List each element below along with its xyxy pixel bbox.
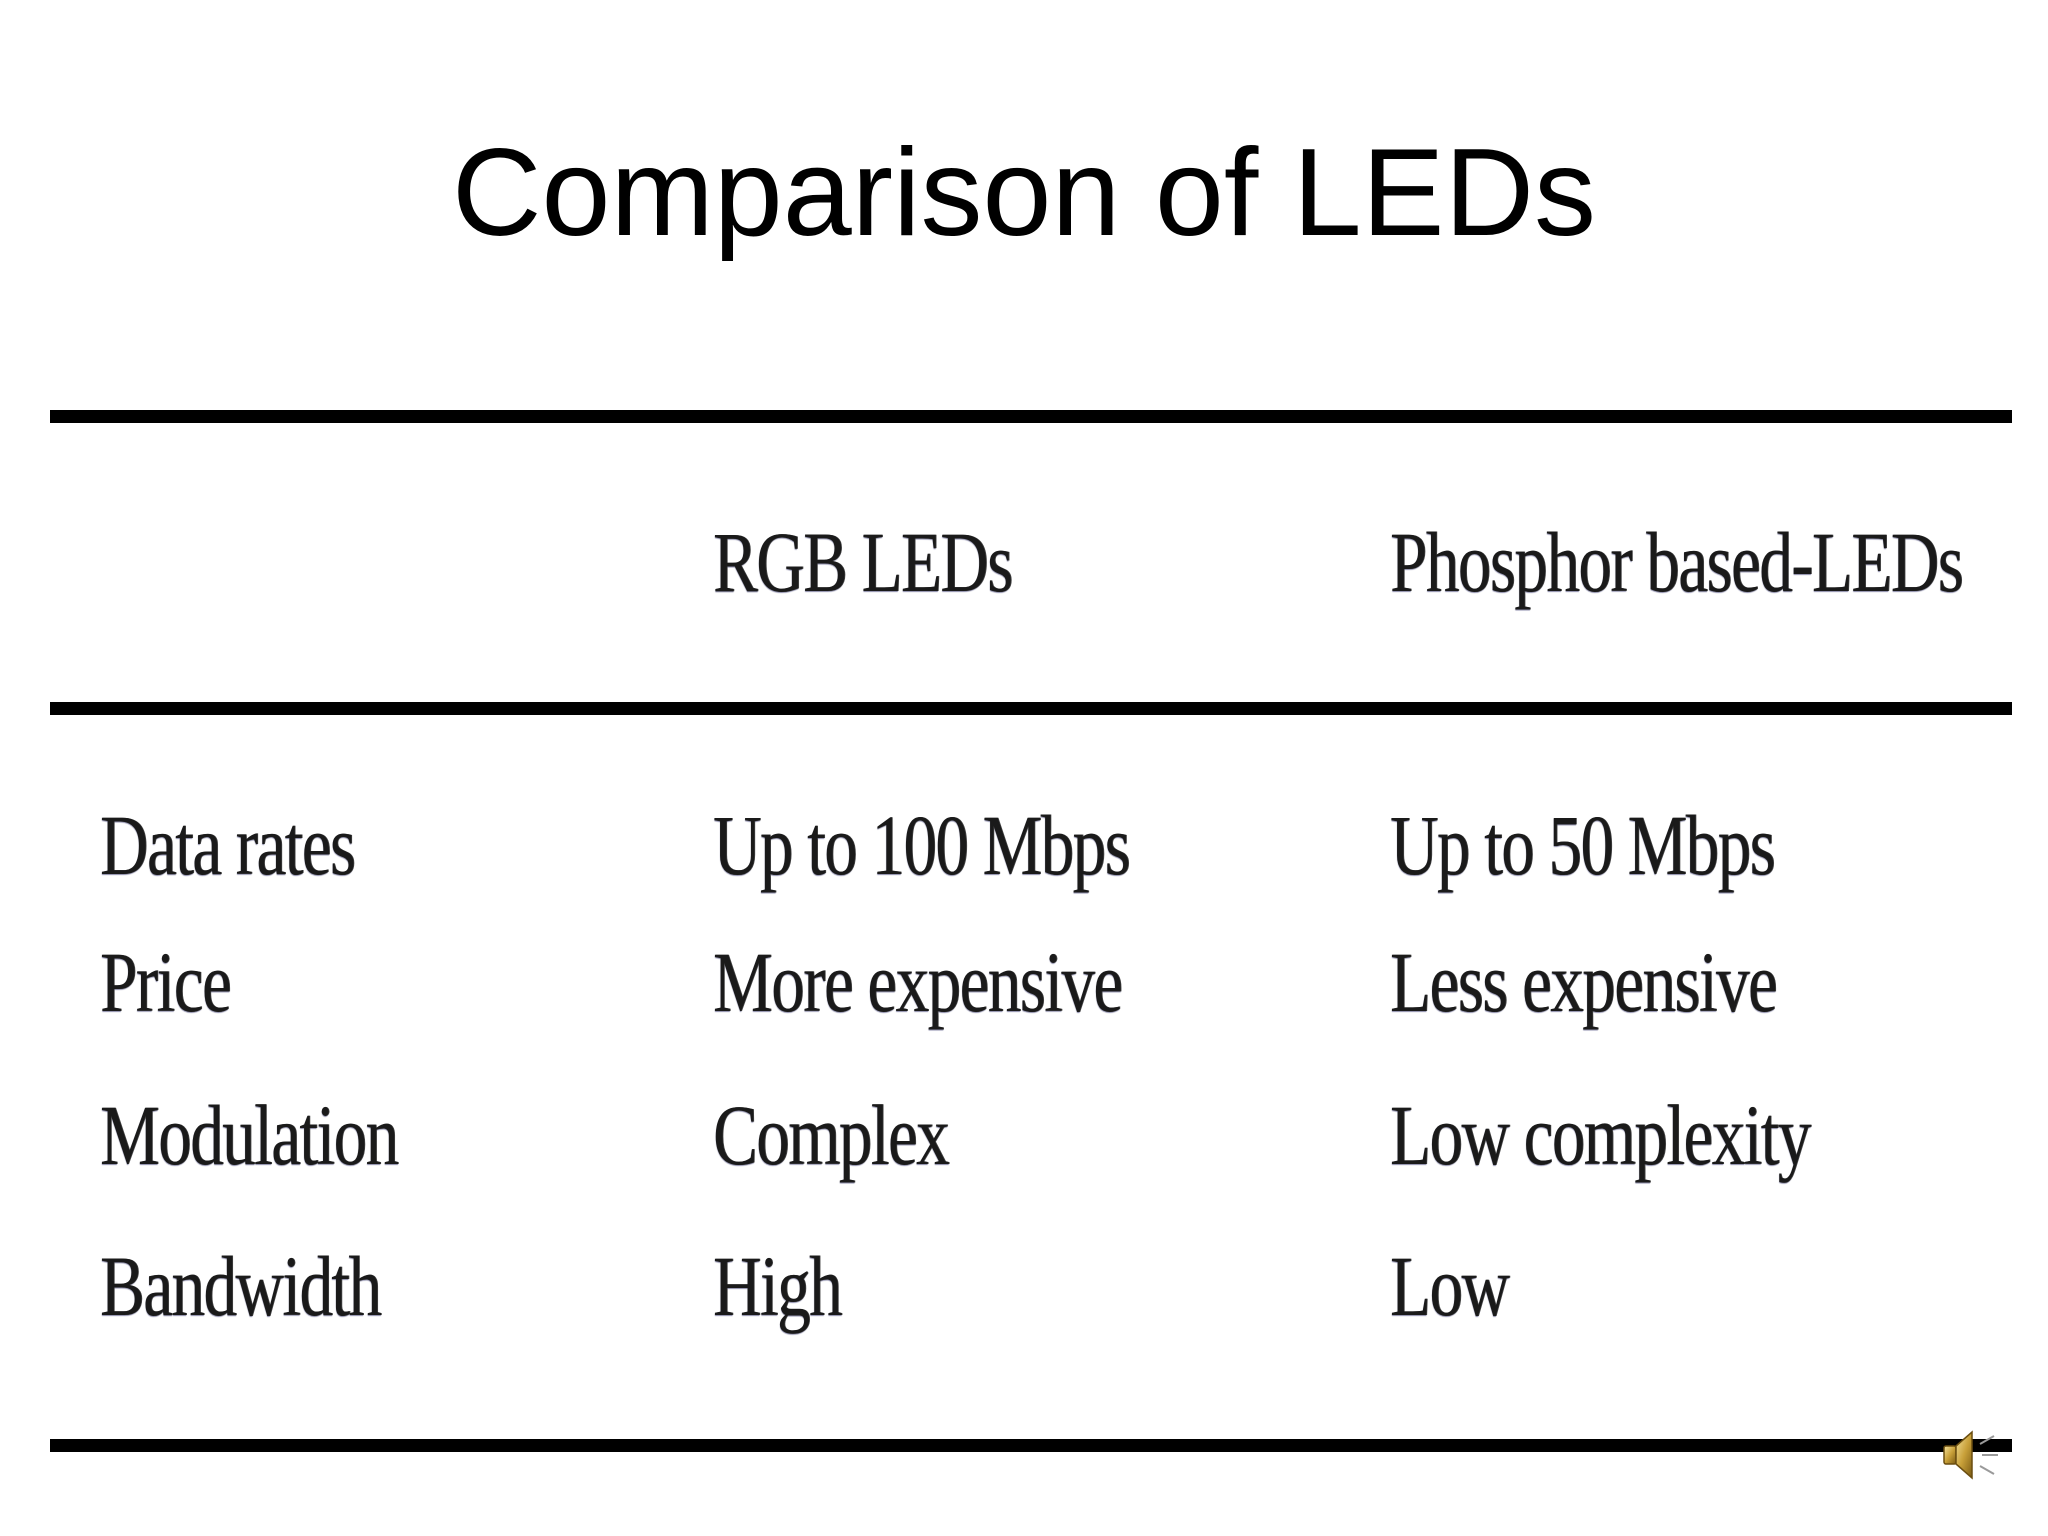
row-label-data-rates: Data rates [100, 797, 356, 893]
table-top-rule [50, 410, 2012, 423]
table-cell: Low [1390, 1238, 1510, 1334]
table-cell: Less expensive [1390, 934, 1778, 1030]
slide-title: Comparison of LEDs [451, 124, 1597, 262]
table-cell: More expensive [713, 934, 1123, 1030]
column-header-phosphor-leds: Phosphor based-LEDs [1390, 514, 1964, 610]
table-bottom-rule [50, 1439, 2012, 1452]
table-cell: Up to 50 Mbps [1390, 797, 1776, 893]
table-cell: Low complexity [1390, 1087, 1811, 1183]
table-header-rule [50, 702, 2012, 715]
table-cell: Up to 100 Mbps [713, 797, 1131, 893]
row-label-modulation: Modulation [100, 1087, 399, 1183]
column-header-rgb-leds: RGB LEDs [713, 514, 1013, 610]
table-cell: High [713, 1238, 842, 1334]
row-label-price: Price [100, 934, 232, 1030]
speaker-icon[interactable] [1938, 1422, 2002, 1486]
row-label-bandwidth: Bandwidth [100, 1238, 382, 1334]
table-cell: Complex [713, 1087, 950, 1183]
